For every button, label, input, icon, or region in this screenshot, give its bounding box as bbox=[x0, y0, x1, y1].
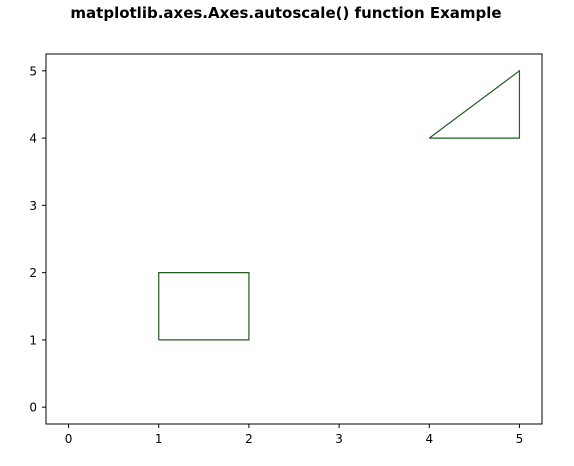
y-tick-label: 3 bbox=[29, 199, 37, 213]
triangle-outline bbox=[428, 69, 521, 139]
rectangle-outline bbox=[158, 272, 250, 341]
y-tick-label: 2 bbox=[29, 266, 37, 280]
x-axis: 0 1 2 3 4 5 bbox=[65, 424, 524, 446]
x-tick-label: 1 bbox=[155, 432, 163, 446]
y-axis: 0 1 2 3 4 5 bbox=[29, 64, 46, 415]
chart-title: matplotlib.axes.Axes.autoscale() functio… bbox=[70, 4, 501, 22]
y-tick-label: 0 bbox=[29, 401, 37, 415]
y-tick-label: 5 bbox=[29, 64, 37, 78]
y-tick-label: 4 bbox=[29, 132, 37, 146]
x-tick-label: 3 bbox=[335, 432, 343, 446]
plot-area bbox=[158, 69, 521, 341]
x-tick-label: 4 bbox=[425, 432, 433, 446]
x-tick-label: 2 bbox=[245, 432, 253, 446]
y-tick-label: 1 bbox=[29, 333, 37, 347]
x-tick-label: 0 bbox=[65, 432, 73, 446]
x-tick-label: 5 bbox=[516, 432, 524, 446]
